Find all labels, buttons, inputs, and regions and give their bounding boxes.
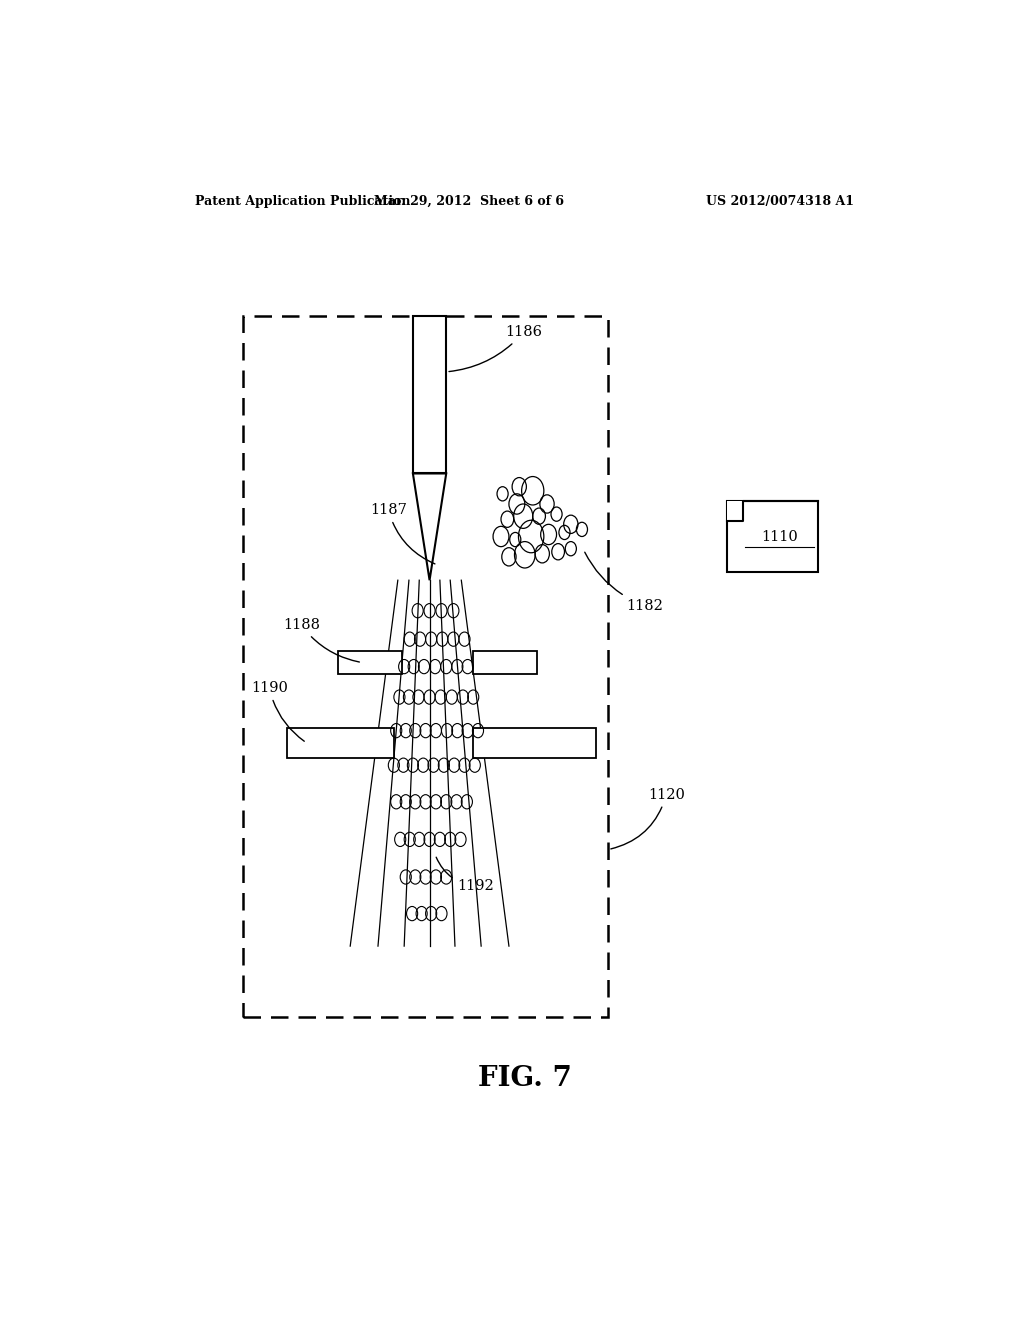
Text: FIG. 7: FIG. 7 — [478, 1065, 571, 1092]
Bar — [473, 651, 537, 673]
Polygon shape — [413, 474, 446, 581]
Text: 1182: 1182 — [585, 552, 664, 612]
Bar — [473, 727, 596, 758]
Text: 1190: 1190 — [251, 681, 304, 742]
Text: Mar. 29, 2012  Sheet 6 of 6: Mar. 29, 2012 Sheet 6 of 6 — [374, 194, 564, 207]
Bar — [727, 500, 743, 521]
Text: 1187: 1187 — [370, 503, 435, 564]
Bar — [727, 500, 818, 572]
Text: 1192: 1192 — [436, 857, 495, 894]
Text: Patent Application Publication: Patent Application Publication — [196, 194, 411, 207]
Text: 1188: 1188 — [283, 618, 359, 663]
Text: 1110: 1110 — [761, 529, 798, 544]
Text: 1186: 1186 — [449, 325, 542, 371]
Text: US 2012/0074318 A1: US 2012/0074318 A1 — [707, 194, 854, 207]
Bar — [287, 727, 394, 758]
Text: 1120: 1120 — [611, 788, 685, 849]
Bar — [243, 315, 608, 1018]
Bar — [338, 651, 401, 673]
Bar — [413, 315, 446, 474]
